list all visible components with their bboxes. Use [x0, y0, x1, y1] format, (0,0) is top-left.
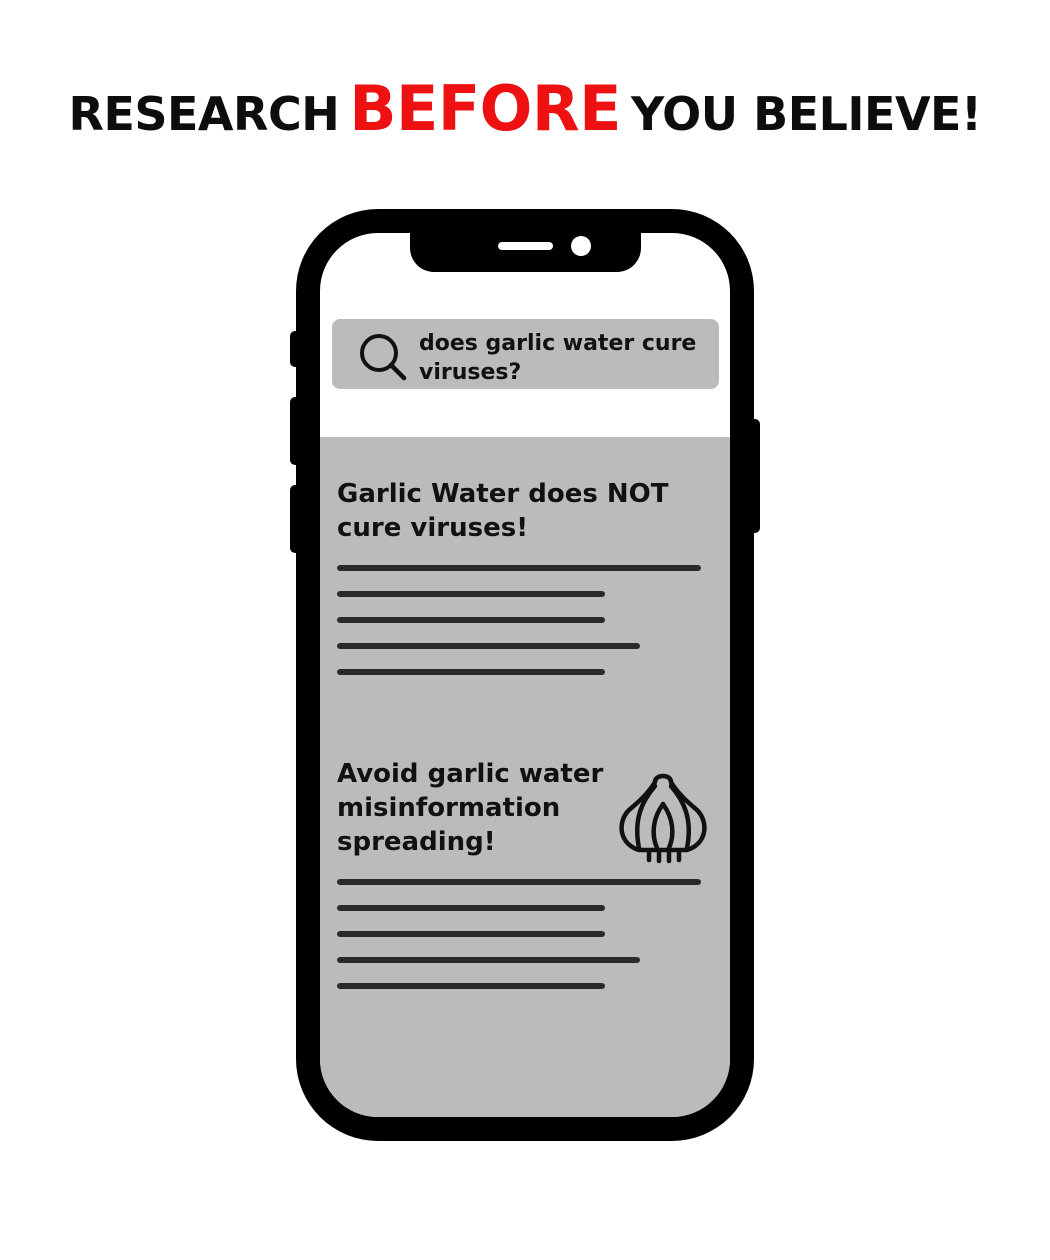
result-title-1[interactable]: Garlic Water does NOT cure viruses!	[337, 479, 669, 543]
search-icon	[360, 334, 407, 381]
headline-after: YOU BELIEVE!	[630, 87, 982, 141]
mute-switch[interactable]	[290, 331, 302, 367]
search-input[interactable]: does garlic water cure viruses?	[419, 331, 697, 385]
text-placeholder-line	[337, 643, 640, 649]
text-placeholder-line	[337, 879, 701, 885]
text-placeholder-line	[337, 565, 701, 571]
text-placeholder-line	[337, 957, 640, 963]
volume-up-button[interactable]	[290, 397, 302, 465]
headline: RESEARCH BEFORE YOU BELIEVE!	[0, 78, 1050, 140]
text-placeholder-line	[337, 931, 605, 937]
headline-before: RESEARCH	[68, 87, 340, 141]
text-placeholder-line	[337, 591, 605, 597]
power-button[interactable]	[748, 419, 760, 533]
text-placeholder-line	[337, 669, 605, 675]
speaker-grille	[498, 242, 553, 250]
result-title-2[interactable]: Avoid garlic water misinformation spread…	[337, 759, 604, 857]
text-placeholder-line	[337, 983, 605, 989]
headline-accent: BEFORE	[349, 72, 621, 145]
search-results: Garlic Water does NOT cure viruses! Avoi…	[320, 437, 730, 1117]
phone-device: does garlic water cure viruses? Garlic W…	[290, 209, 760, 1141]
phone-screen: does garlic water cure viruses? Garlic W…	[320, 233, 730, 1117]
garlic-icon	[619, 773, 707, 864]
phone-notch	[410, 233, 641, 272]
search-bar[interactable]: does garlic water cure viruses?	[332, 319, 719, 389]
text-placeholder-line	[337, 905, 605, 911]
front-camera	[571, 236, 591, 256]
text-placeholder-line	[337, 617, 605, 623]
volume-down-button[interactable]	[290, 485, 302, 553]
